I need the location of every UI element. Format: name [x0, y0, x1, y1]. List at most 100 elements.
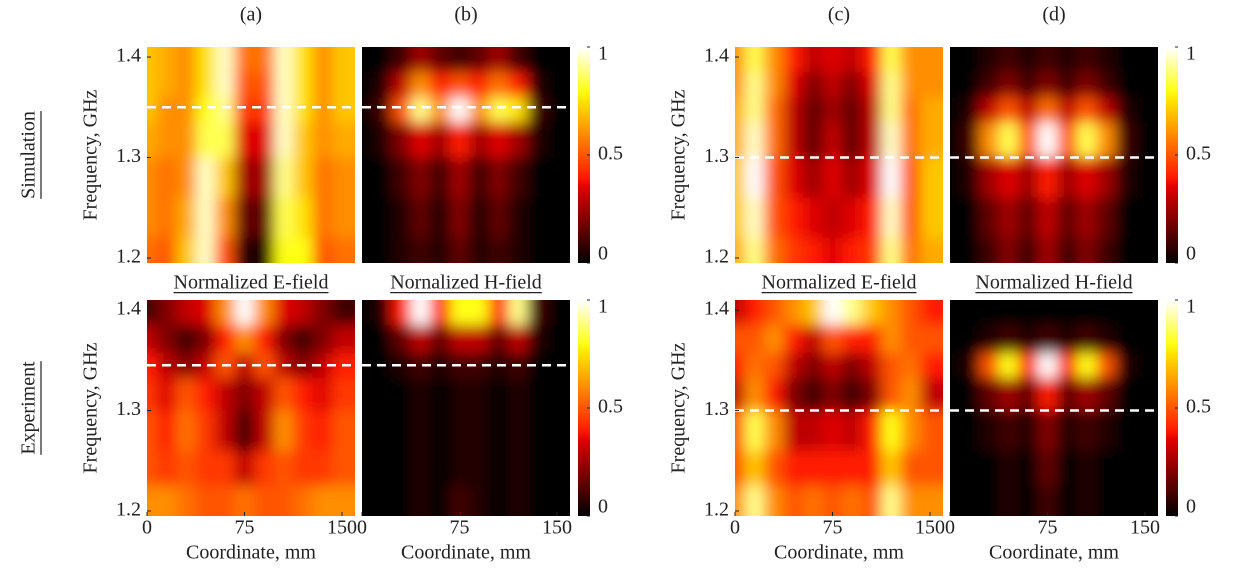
heatmap-cell — [156, 237, 177, 263]
heatmap-cell — [469, 377, 490, 412]
heatmap-cell — [527, 237, 548, 263]
heatmap-cells — [735, 47, 943, 263]
heatmap-cell — [744, 300, 765, 326]
heatmap-cell — [1037, 122, 1058, 159]
heatmap-cell — [332, 122, 355, 159]
heatmap-cell — [469, 237, 490, 263]
heatmap-cell — [430, 122, 451, 159]
heatmap-cell — [488, 410, 509, 452]
heatmap-cell — [273, 410, 294, 452]
heatmap-cell — [861, 97, 882, 123]
heatmap-cell — [391, 47, 412, 73]
heatmap-cell — [391, 157, 412, 199]
heatmap-cell — [547, 97, 570, 123]
heatmap-cell — [254, 237, 275, 263]
heatmap-cell — [547, 325, 570, 354]
heatmap-cell — [950, 485, 961, 516]
heatmap-cell — [1135, 352, 1158, 379]
heatmap-cell — [1037, 47, 1058, 73]
heatmap-cell — [1096, 72, 1117, 98]
y-tick-label: 1.2 — [116, 246, 141, 268]
heatmap-cell — [430, 197, 451, 239]
heatmap-cell — [332, 97, 355, 123]
heatmap-cell — [332, 325, 355, 354]
heatmap-cell — [1096, 197, 1117, 239]
heatmap-cell — [547, 197, 570, 239]
heatmap-cell — [803, 72, 824, 98]
heatmap-cell — [1057, 97, 1078, 123]
colorbar-tick-label: 1 — [598, 296, 608, 318]
heatmap-cell — [488, 300, 509, 326]
heatmap-cell — [764, 47, 785, 73]
heatmap-cells — [735, 300, 943, 516]
heatmap-cell — [195, 352, 216, 379]
heatmap-cell — [195, 157, 216, 199]
heatmap-cell — [312, 122, 333, 159]
heatmap-cell — [527, 97, 548, 123]
heatmap-cell — [215, 410, 236, 452]
heatmap-cell — [783, 300, 804, 326]
heatmap-cell — [449, 157, 470, 199]
heatmap-cell — [362, 237, 373, 263]
colorbar-tick-label: 0.5 — [1186, 143, 1211, 165]
heatmap-cells — [362, 300, 570, 516]
heatmap-cell — [1018, 410, 1039, 452]
heatmap-cell — [527, 377, 548, 412]
heatmap-cell — [735, 47, 746, 73]
heatmap-cell — [1057, 197, 1078, 239]
heatmap-cell — [1096, 485, 1117, 516]
heatmap-cell — [234, 450, 255, 487]
heatmap-cell — [1057, 450, 1078, 487]
heatmap-cell — [881, 352, 902, 379]
heatmap-cell — [362, 410, 373, 452]
heatmap-cell — [371, 72, 392, 98]
heatmap-cell — [508, 47, 529, 73]
heatmap-cell — [273, 377, 294, 412]
heatmap-cell — [1076, 352, 1097, 379]
heatmap-cell — [332, 300, 355, 326]
heatmap-cell — [959, 450, 980, 487]
heatmap-cell — [998, 485, 1019, 516]
heatmap-cell — [979, 325, 1000, 354]
heatmap-cell — [371, 450, 392, 487]
heatmap-cell — [1115, 157, 1136, 199]
heatmap-cell — [1018, 352, 1039, 379]
heatmap-cell — [156, 97, 177, 123]
heatmap-cell — [449, 410, 470, 452]
heatmap-cell — [1057, 157, 1078, 199]
y-tick-label: 1.3 — [116, 145, 141, 167]
heatmap-cell — [920, 47, 943, 73]
heatmap — [950, 300, 1158, 516]
heatmap-cell — [735, 300, 746, 326]
heatmap-cell — [822, 72, 843, 98]
heatmap-cell — [1018, 377, 1039, 412]
heatmap-cell — [332, 377, 355, 412]
heatmap-cell — [449, 97, 470, 123]
heatmap-cell — [998, 410, 1019, 452]
heatmap-cell — [371, 237, 392, 263]
heatmap-cell — [234, 97, 255, 123]
heatmap-cell — [979, 47, 1000, 73]
heatmap-cell — [1018, 325, 1039, 354]
heatmap-cell — [508, 300, 529, 326]
heatmap-cell — [1096, 377, 1117, 412]
heatmap-cell — [744, 237, 765, 263]
heatmap-cell — [273, 325, 294, 354]
heatmap-cell — [1135, 237, 1158, 263]
heatmap-cell — [920, 157, 943, 199]
heatmap-cell — [979, 300, 1000, 326]
y-axis-label: Frequency, GHz — [80, 342, 102, 473]
x-axis-label: Coordinate, mm — [774, 542, 904, 564]
heatmap-cell — [735, 157, 746, 199]
heatmap-cell — [147, 300, 158, 326]
heatmap-cell — [803, 157, 824, 199]
colorbar-tick-label: 1 — [1186, 43, 1196, 65]
heatmap-cell — [822, 122, 843, 159]
heatmap-cell — [312, 237, 333, 263]
heatmap — [147, 300, 355, 516]
heatmap-cell — [147, 325, 158, 354]
heatmap-cell — [1096, 410, 1117, 452]
heatmap-cell — [842, 410, 863, 452]
heatmap-cell — [547, 237, 570, 263]
heatmap-cell — [332, 47, 355, 73]
